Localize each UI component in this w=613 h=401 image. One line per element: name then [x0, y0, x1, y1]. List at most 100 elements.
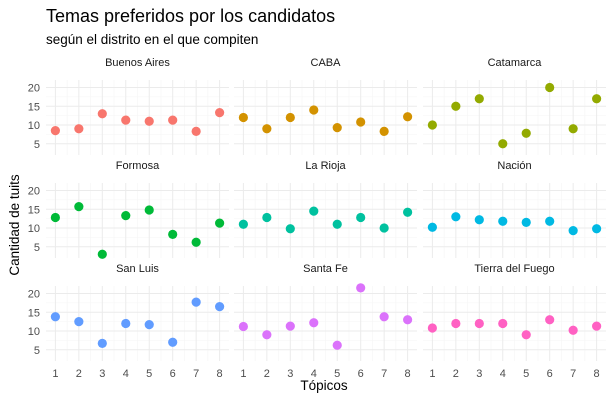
x-tick-label: 5: [334, 368, 340, 380]
data-point: [144, 320, 154, 330]
data-point: [168, 229, 178, 239]
data-point: [498, 318, 508, 329]
data-point: [262, 124, 272, 134]
data-point: [379, 126, 389, 136]
x-tick-label: 5: [523, 368, 529, 380]
data-point: [474, 215, 484, 225]
data-point: [74, 317, 84, 327]
data-point: [50, 126, 60, 136]
y-tick-label: 5: [34, 345, 40, 357]
data-point: [474, 94, 484, 104]
x-tick-label: 7: [570, 368, 576, 380]
data-point: [168, 337, 178, 347]
data-point: [97, 109, 107, 119]
data-point: [262, 212, 272, 223]
data-point: [191, 237, 201, 247]
y-tick-label: 20: [28, 186, 40, 198]
data-point: [521, 330, 531, 340]
data-point: [215, 218, 225, 228]
data-point: [403, 315, 413, 325]
data-point: [545, 315, 555, 325]
data-point: [121, 211, 131, 221]
y-tick-label: 5: [34, 139, 40, 151]
data-point: [144, 116, 154, 126]
x-tick-label: 8: [594, 368, 600, 380]
data-point: [144, 205, 154, 215]
panel-strip-label: Catamarca: [488, 57, 543, 69]
data-point: [356, 212, 366, 223]
data-point: [332, 123, 342, 133]
x-axis-title: Tópicos: [300, 378, 348, 393]
chart-subtitle: según el distrito en el que compiten: [46, 32, 259, 47]
x-tick-label: 1: [52, 368, 58, 380]
data-point: [568, 226, 578, 236]
x-tick-label: 2: [76, 368, 82, 380]
x-tick-label: 8: [405, 368, 411, 380]
data-point: [285, 224, 295, 234]
y-tick-label: 5: [34, 242, 40, 254]
x-tick-label: 6: [547, 368, 553, 380]
data-point: [545, 82, 555, 93]
x-tick-label: 7: [381, 368, 387, 380]
data-point: [309, 318, 319, 328]
data-point: [50, 212, 60, 223]
data-point: [451, 318, 461, 329]
x-tick-label: 3: [476, 368, 482, 380]
data-point: [215, 108, 225, 118]
data-point: [403, 207, 413, 217]
data-point: [592, 224, 602, 234]
data-point: [191, 297, 201, 307]
data-point: [568, 325, 578, 335]
panel-strip-label: Formosa: [116, 160, 160, 172]
data-point: [545, 216, 555, 226]
x-tick-label: 5: [146, 368, 152, 380]
x-tick-label: 2: [264, 368, 270, 380]
y-tick-label: 10: [28, 120, 40, 132]
data-point: [97, 338, 107, 348]
y-tick-label: 10: [28, 326, 40, 338]
data-point: [238, 219, 248, 229]
x-tick-label: 3: [99, 368, 105, 380]
x-tick-label: 1: [429, 368, 435, 380]
data-point: [332, 219, 342, 229]
data-point: [50, 312, 60, 322]
data-point: [238, 112, 248, 123]
data-point: [332, 340, 342, 350]
data-point: [285, 112, 295, 123]
panel-strip-label: Nación: [497, 160, 531, 172]
panel-strip-label: Tierra del Fuego: [474, 263, 554, 275]
data-point: [309, 105, 319, 115]
data-point: [97, 249, 107, 259]
data-point: [168, 115, 178, 125]
data-point: [521, 217, 531, 227]
panel-strip-label: Buenos Aires: [105, 57, 170, 69]
data-point: [262, 330, 272, 340]
panel-strip-label: San Luis: [116, 263, 159, 275]
data-point: [356, 117, 366, 127]
data-point: [74, 124, 84, 134]
data-point: [451, 101, 461, 111]
data-point: [521, 128, 531, 138]
data-point: [356, 283, 366, 293]
data-point: [474, 318, 484, 329]
data-point: [592, 321, 602, 331]
data-point: [191, 126, 201, 136]
data-point: [592, 94, 602, 104]
x-tick-label: 6: [358, 368, 364, 380]
x-tick-label: 2: [453, 368, 459, 380]
x-tick-label: 4: [311, 368, 317, 380]
data-point: [568, 124, 578, 134]
panel-strip-label: Santa Fe: [303, 263, 348, 275]
data-point: [451, 212, 461, 222]
y-tick-label: 10: [28, 223, 40, 235]
panel-strip-label: CABA: [311, 57, 342, 69]
x-tick-label: 8: [217, 368, 223, 380]
x-tick-label: 4: [500, 368, 506, 380]
data-point: [121, 318, 131, 329]
x-tick-label: 1: [240, 368, 246, 380]
data-point: [498, 139, 508, 149]
y-tick-label: 20: [28, 83, 40, 95]
x-tick-label: 7: [193, 368, 199, 380]
